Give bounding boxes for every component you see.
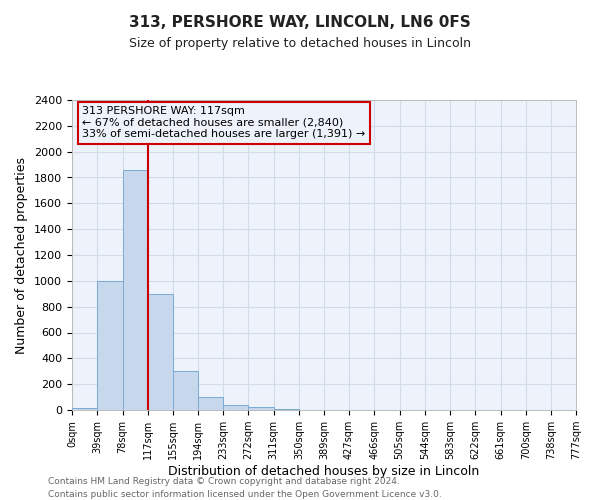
- Text: Size of property relative to detached houses in Lincoln: Size of property relative to detached ho…: [129, 38, 471, 51]
- Bar: [148, 294, 173, 410]
- Text: Contains public sector information licensed under the Open Government Licence v3: Contains public sector information licen…: [48, 490, 442, 499]
- Bar: [248, 408, 274, 410]
- Y-axis label: Number of detached properties: Number of detached properties: [16, 156, 28, 354]
- Bar: [72, 408, 97, 410]
- Bar: [223, 405, 248, 410]
- Bar: [173, 371, 198, 410]
- Bar: [97, 281, 122, 410]
- Text: 313, PERSHORE WAY, LINCOLN, LN6 0FS: 313, PERSHORE WAY, LINCOLN, LN6 0FS: [129, 15, 471, 30]
- Text: 313 PERSHORE WAY: 117sqm
← 67% of detached houses are smaller (2,840)
33% of sem: 313 PERSHORE WAY: 117sqm ← 67% of detach…: [82, 106, 365, 140]
- Bar: [198, 397, 223, 410]
- Bar: [122, 170, 148, 410]
- Text: Contains HM Land Registry data © Crown copyright and database right 2024.: Contains HM Land Registry data © Crown c…: [48, 478, 400, 486]
- X-axis label: Distribution of detached houses by size in Lincoln: Distribution of detached houses by size …: [169, 465, 479, 478]
